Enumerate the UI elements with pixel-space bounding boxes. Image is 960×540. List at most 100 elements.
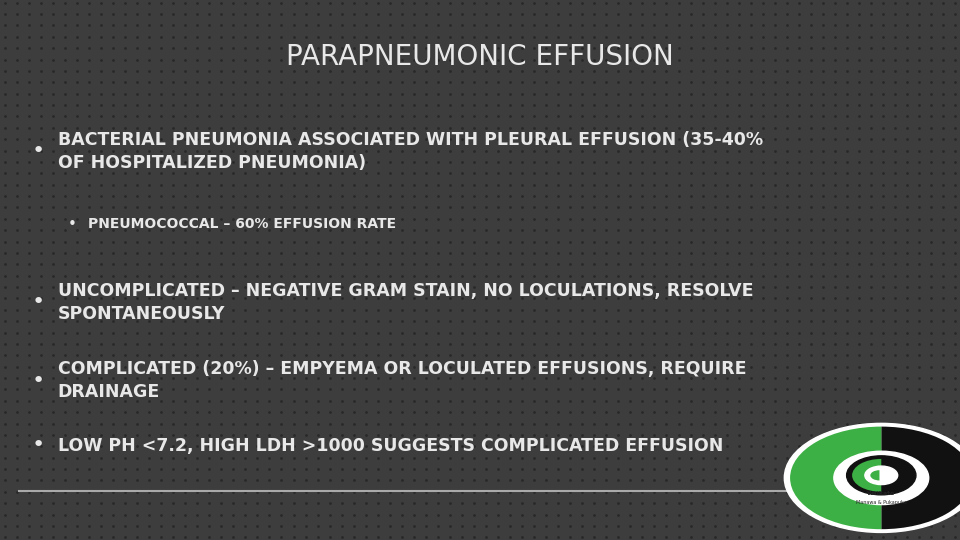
Point xyxy=(130,294,145,303)
Point xyxy=(141,32,156,41)
Point xyxy=(238,340,253,348)
Point xyxy=(310,317,325,326)
Point xyxy=(310,430,325,439)
Point xyxy=(623,465,638,474)
Point xyxy=(395,306,410,314)
Point xyxy=(935,522,950,530)
Point xyxy=(82,419,97,428)
Point xyxy=(45,533,60,540)
Point xyxy=(478,488,493,496)
Point xyxy=(130,430,145,439)
Point xyxy=(93,248,108,257)
Point xyxy=(804,226,819,234)
Point xyxy=(695,362,710,371)
Text: Waikato: Waikato xyxy=(867,491,896,496)
Point xyxy=(839,442,854,450)
Point xyxy=(815,340,830,348)
Point xyxy=(322,248,337,257)
Point xyxy=(719,180,734,189)
Point xyxy=(69,454,84,462)
Point xyxy=(346,192,361,200)
Point xyxy=(478,362,493,371)
Point xyxy=(828,488,843,496)
Point xyxy=(550,522,565,530)
Point xyxy=(526,340,541,348)
Point xyxy=(310,408,325,416)
Point xyxy=(154,465,169,474)
Point xyxy=(575,180,590,189)
Point xyxy=(298,226,313,234)
Point xyxy=(539,226,554,234)
Point xyxy=(395,396,410,405)
Point xyxy=(21,374,36,382)
Point xyxy=(286,0,301,7)
Point xyxy=(575,385,590,394)
Point xyxy=(887,226,902,234)
Point xyxy=(45,510,60,519)
Point xyxy=(852,351,867,360)
Point xyxy=(623,396,638,405)
Point xyxy=(58,283,73,292)
Point xyxy=(935,374,950,382)
Point xyxy=(719,112,734,121)
Point xyxy=(178,533,193,540)
Point xyxy=(478,135,493,144)
Point xyxy=(887,396,902,405)
Point xyxy=(214,385,229,394)
Point xyxy=(948,32,960,41)
Point xyxy=(695,454,710,462)
Point xyxy=(117,158,132,166)
Point xyxy=(334,396,349,405)
Point xyxy=(924,32,939,41)
Point xyxy=(322,146,337,155)
Point xyxy=(274,66,289,75)
Point xyxy=(587,374,602,382)
Point xyxy=(419,226,434,234)
Point xyxy=(719,306,734,314)
Point xyxy=(924,317,939,326)
Point xyxy=(130,396,145,405)
Point xyxy=(130,499,145,508)
Point xyxy=(839,146,854,155)
Point xyxy=(671,419,686,428)
Point xyxy=(526,66,541,75)
Point xyxy=(419,135,434,144)
Point xyxy=(226,385,241,394)
Point xyxy=(767,124,782,132)
Point xyxy=(274,135,289,144)
Point xyxy=(828,328,843,337)
Point xyxy=(887,192,902,200)
Point xyxy=(34,488,49,496)
Point xyxy=(430,248,445,257)
Point xyxy=(154,10,169,18)
Point xyxy=(154,533,169,540)
Point xyxy=(45,340,60,348)
Point xyxy=(755,430,770,439)
Point xyxy=(539,328,554,337)
Point xyxy=(370,294,385,303)
Point xyxy=(887,419,902,428)
Point xyxy=(502,533,517,540)
Point xyxy=(647,226,662,234)
Point xyxy=(45,226,60,234)
Point xyxy=(406,294,421,303)
Point xyxy=(45,408,60,416)
Point xyxy=(117,351,132,360)
Point xyxy=(900,226,915,234)
Point xyxy=(21,124,36,132)
Point xyxy=(310,328,325,337)
Point xyxy=(165,408,180,416)
Point xyxy=(635,10,650,18)
Point xyxy=(707,454,722,462)
Point xyxy=(731,0,746,7)
Point xyxy=(226,294,241,303)
Point xyxy=(635,21,650,30)
Point xyxy=(502,419,517,428)
Point xyxy=(671,260,686,268)
Point xyxy=(563,396,578,405)
Point xyxy=(202,328,217,337)
Point xyxy=(21,0,36,7)
Point xyxy=(599,237,614,246)
Point xyxy=(298,78,313,86)
Point xyxy=(623,351,638,360)
